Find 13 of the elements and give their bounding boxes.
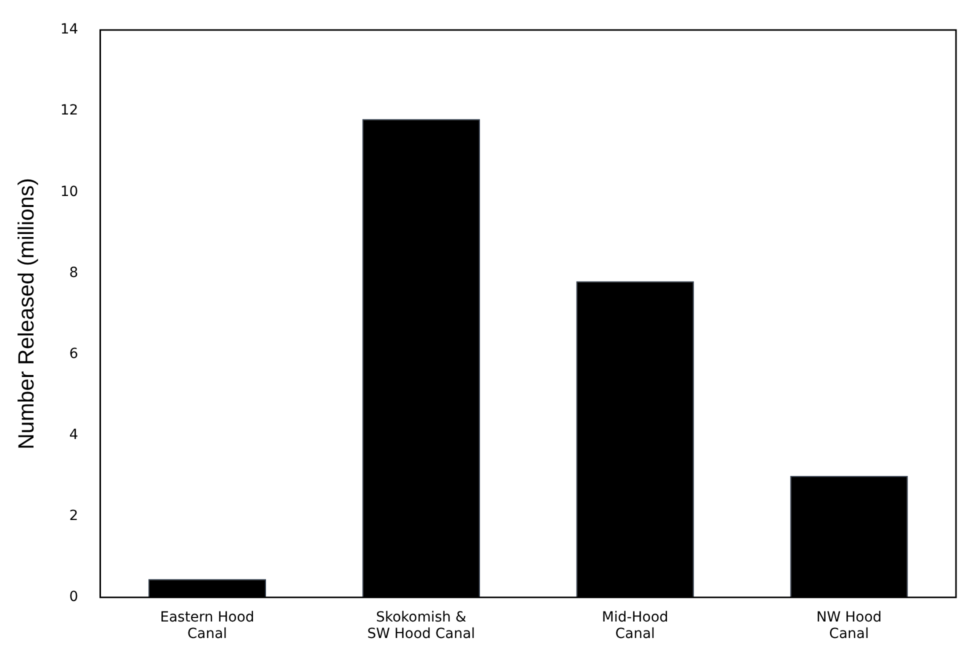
y-tick-label: 14 — [60, 22, 78, 38]
x-tick-label: NW Hood Canal — [816, 609, 882, 642]
y-tick-label: 10 — [60, 184, 78, 200]
y-tick-label: 0 — [69, 589, 78, 606]
x-tick-label: Skokomish & SW Hood Canal — [367, 609, 476, 642]
y-tick-label: 6 — [69, 346, 78, 362]
y-tick-label: 12 — [60, 102, 78, 119]
y-tick-label: 8 — [69, 264, 78, 281]
y-tick-label: 2 — [69, 508, 78, 524]
y-tick-label: 4 — [69, 426, 78, 443]
x-tick-label: Mid-Hood Canal — [602, 609, 668, 642]
x-tick-label: Eastern Hood Canal — [160, 609, 254, 642]
y-axis-title: Number Released (millions) — [13, 178, 38, 450]
